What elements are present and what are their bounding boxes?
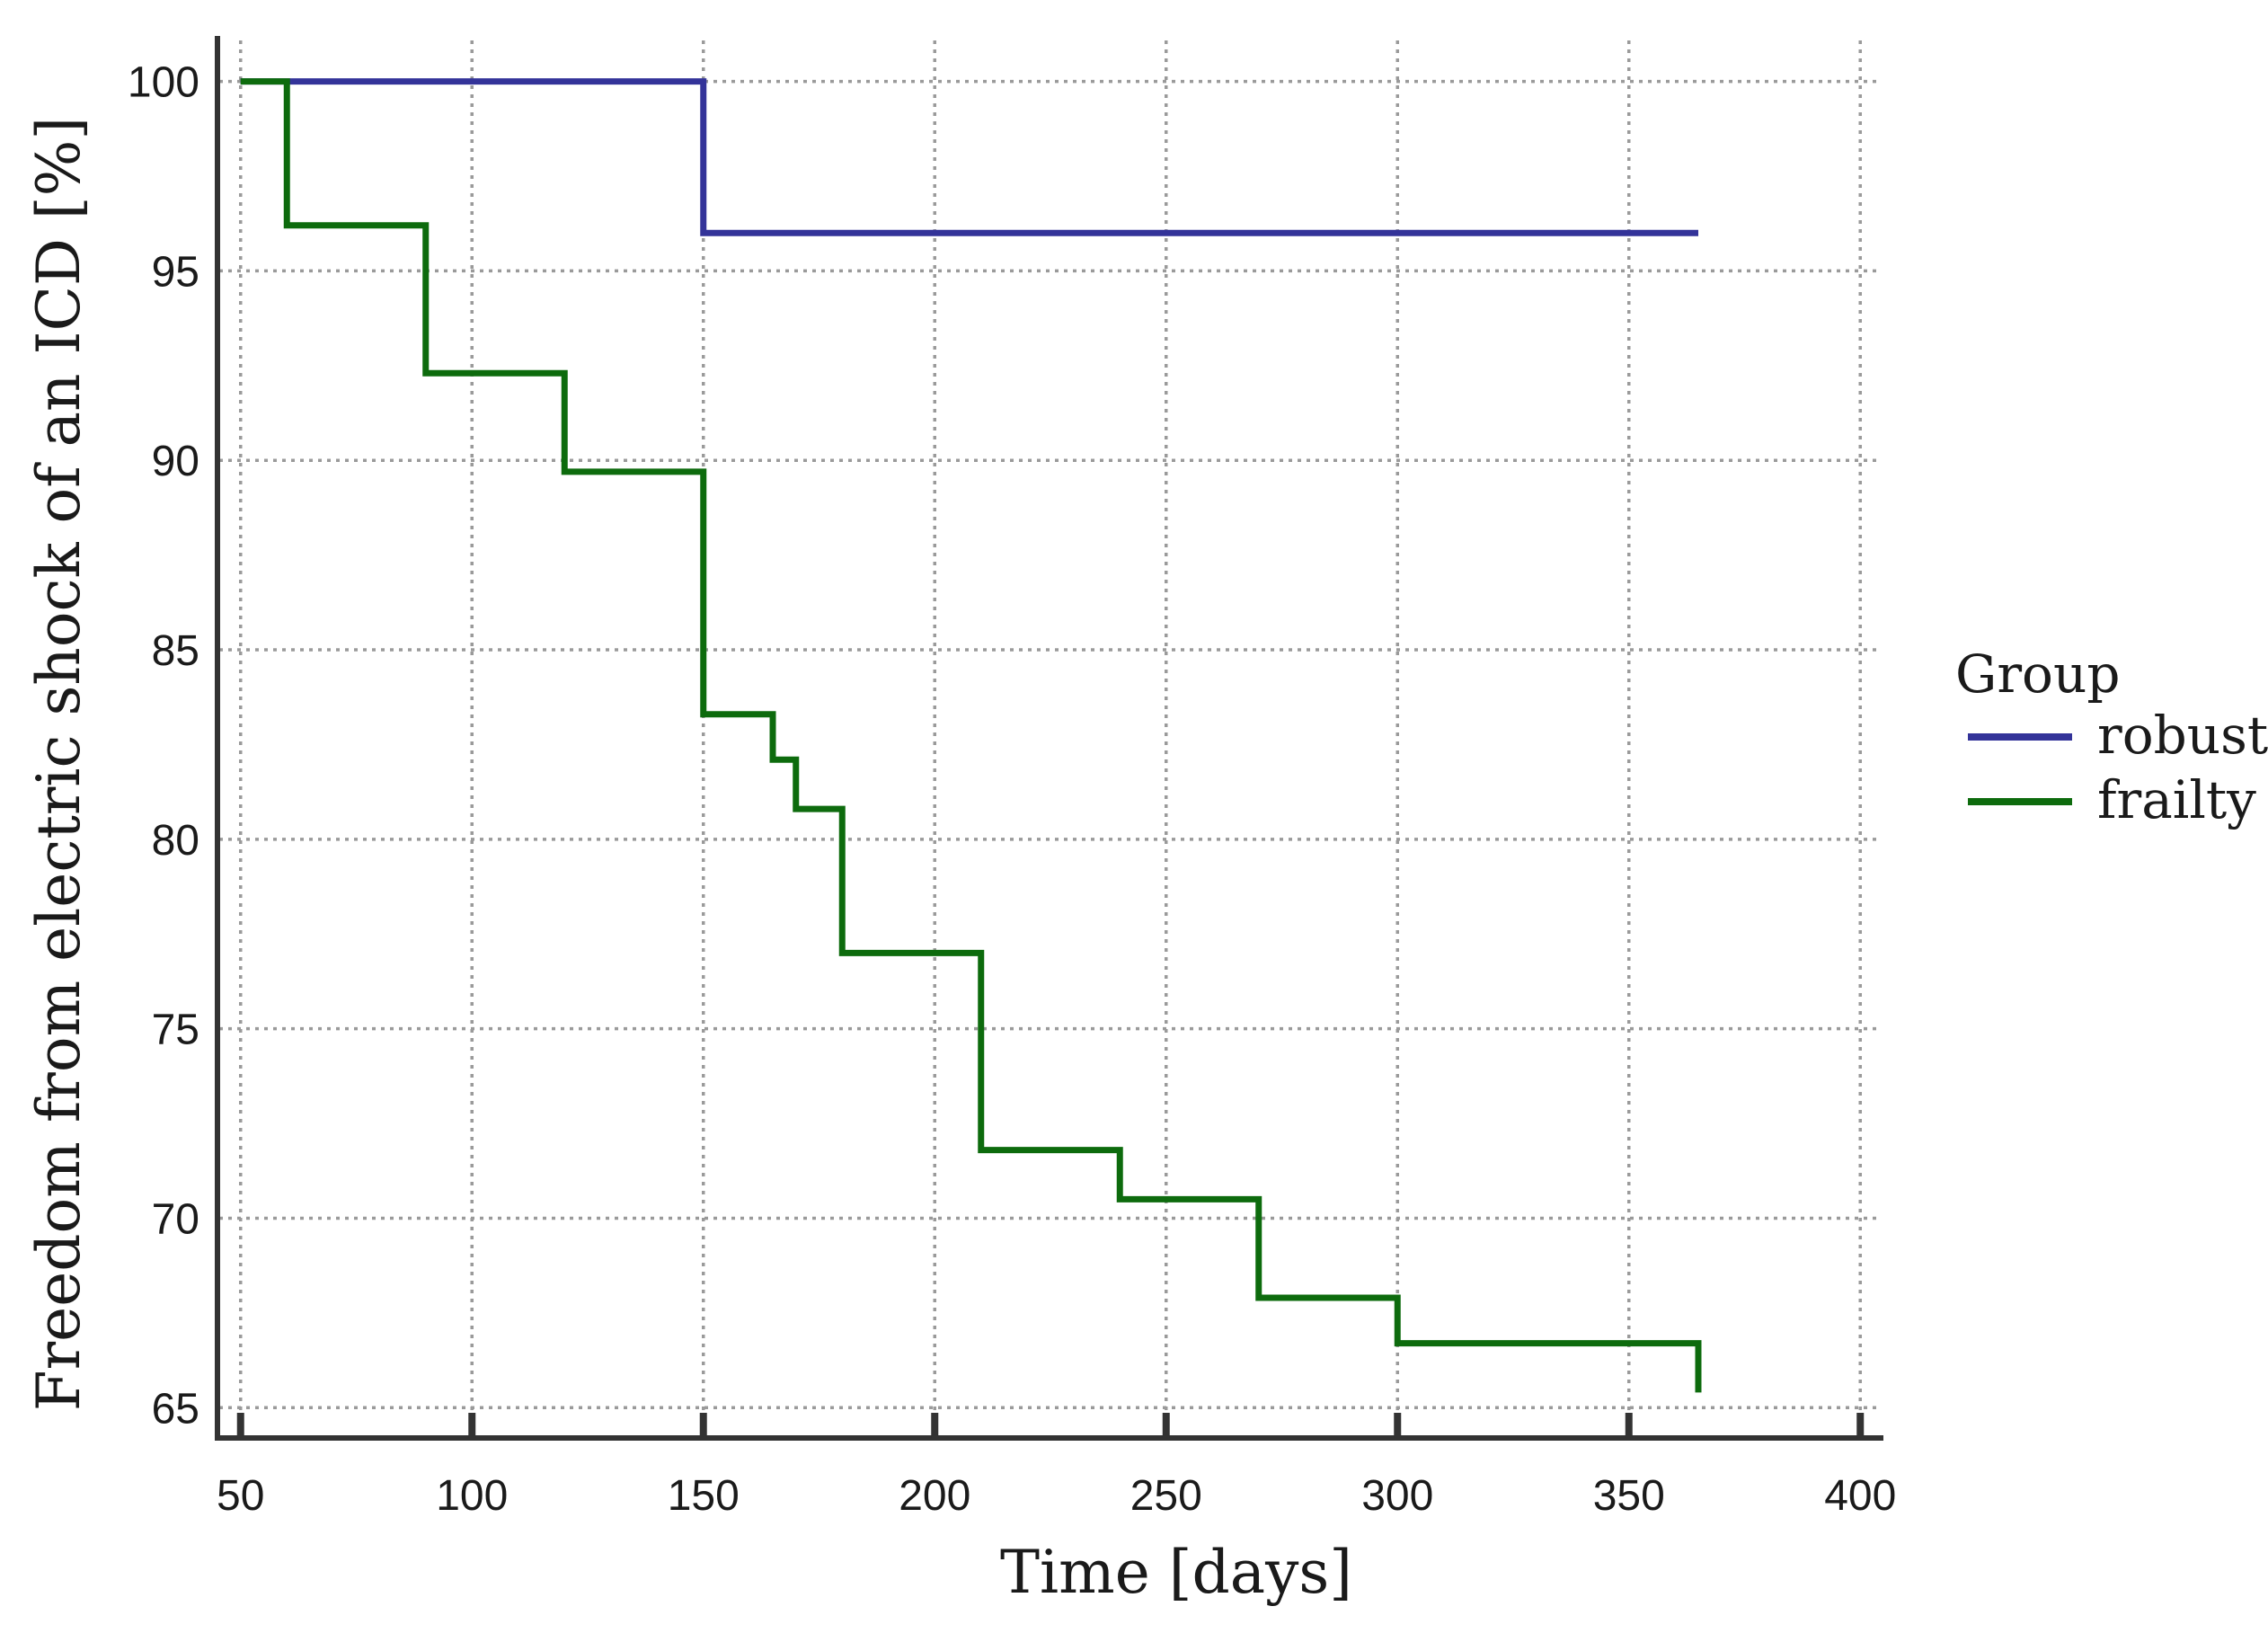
y-tick-label: 70 [152, 1195, 199, 1243]
series-line-robust [240, 78, 1698, 236]
y-tick-label: 75 [152, 1007, 199, 1054]
series-line-frailty [240, 78, 1702, 1393]
legend-title: Group [1955, 643, 2120, 705]
x-tick-label: 250 [1130, 1472, 1202, 1520]
series-layer [240, 78, 1702, 1393]
labels-layer: 50 100 150 200 250 300 350 400 65 70 75 80 85 90 95 100… [24, 59, 1896, 1607]
x-tick-label: 400 [1824, 1472, 1896, 1520]
y-tick-label: 85 [152, 627, 199, 675]
x-tick-label: 200 [899, 1472, 970, 1520]
y-tick-label: 80 [152, 817, 199, 865]
legend-label-frailty: frailty [2097, 769, 2256, 830]
axes-layer [215, 36, 1883, 1441]
y-tick-label: 65 [152, 1385, 199, 1433]
x-tick-label: 100 [436, 1472, 508, 1520]
x-tick-label: 300 [1361, 1472, 1433, 1520]
y-tick-label: 90 [152, 438, 199, 485]
x-tick-label: 150 [668, 1472, 740, 1520]
x-axis-title: Time [days] [1000, 1538, 1352, 1607]
grid-layer [219, 40, 1879, 1436]
x-tick-label: 50 [217, 1472, 264, 1520]
y-tick-label: 95 [152, 248, 199, 296]
y-axis-title: Freedom from electric shock of an ICD [%… [24, 117, 93, 1411]
y-tick-label: 100 [128, 59, 199, 107]
x-tick-label: 350 [1593, 1472, 1665, 1520]
legend-label-robust: robust [2097, 705, 2268, 766]
